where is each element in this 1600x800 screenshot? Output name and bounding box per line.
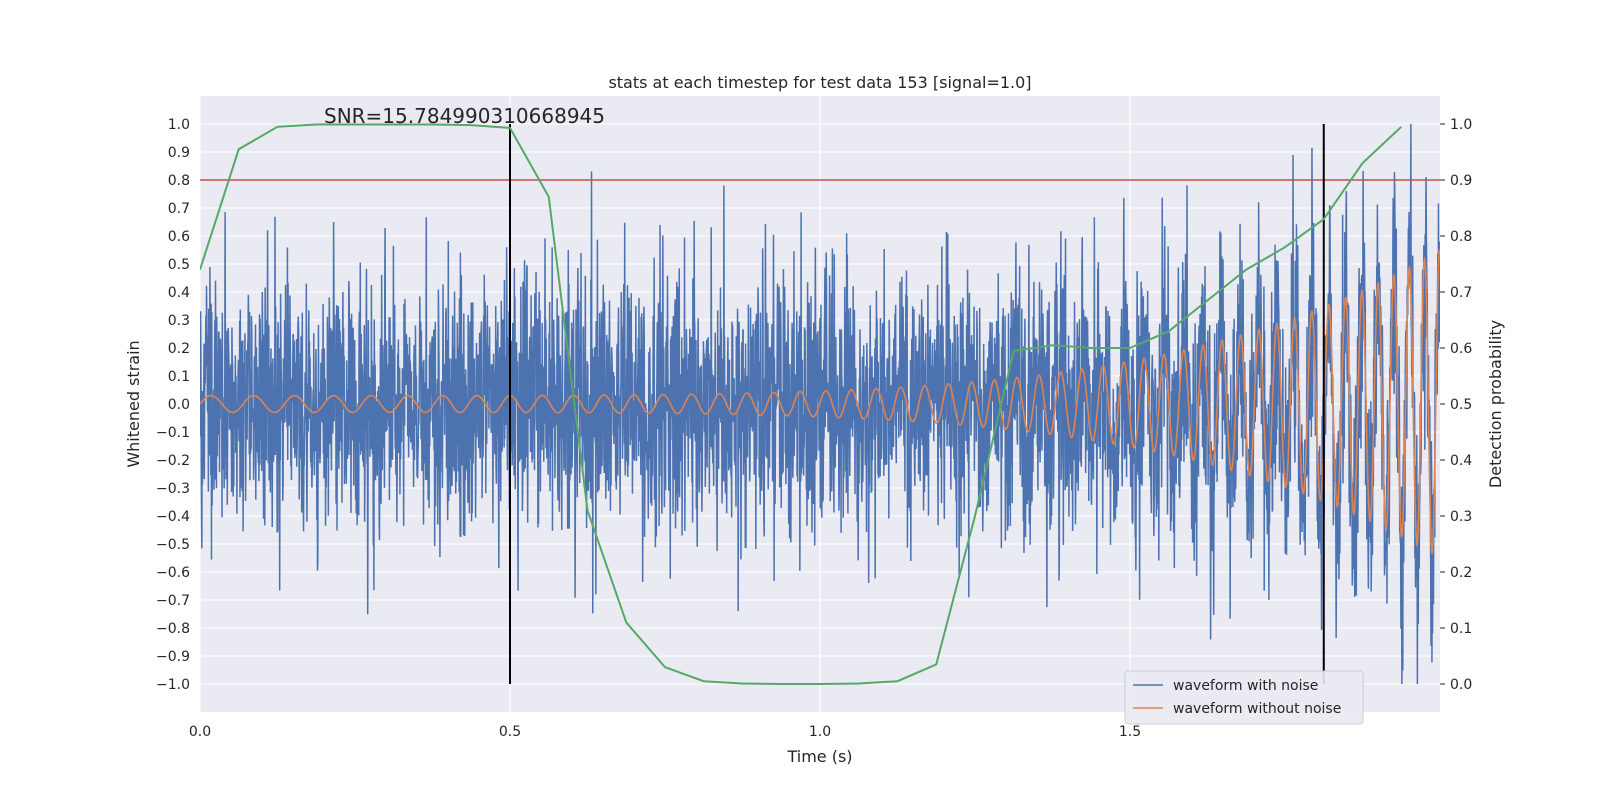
- y-left-tick-label: 1.0: [168, 117, 190, 133]
- x-tick-label: 0.0: [189, 724, 211, 740]
- y-left-tick-label: −0.1: [156, 425, 190, 441]
- y-right-tick-label: 1.0: [1450, 117, 1472, 133]
- y-right-tick-label: 0.3: [1450, 509, 1472, 525]
- x-tick-label: 0.5: [499, 724, 521, 740]
- y-right-tick-label: 0.7: [1450, 285, 1472, 301]
- legend: waveform with noise waveform without noi…: [1124, 670, 1364, 725]
- y-left-tick-label: 0.4: [168, 285, 190, 301]
- y-left-tick-label: 0.6: [168, 229, 190, 245]
- y-left-tick-label: −0.4: [156, 509, 190, 525]
- right-axis: 1.0 0.9 0.8 0.7 0.6 0.5 0.4 0.3 0.2 0.1 0.0: [1440, 117, 1472, 693]
- y-right-tick-label: 0.6: [1450, 341, 1472, 357]
- y-left-tick-label: −0.7: [156, 593, 190, 609]
- y-right-tick-label: 0.2: [1450, 565, 1472, 581]
- y-right-tick-label: 0.0: [1450, 677, 1472, 693]
- y-left-tick-label: −0.8: [156, 621, 190, 637]
- y-left-tick-label: 0.8: [168, 173, 190, 189]
- y-left-tick-label: −1.0: [156, 677, 190, 693]
- x-axis: 0.0 0.5 1.0 1.5: [189, 724, 1141, 740]
- y-left-tick-label: 0.5: [168, 257, 190, 273]
- y-left-tick-label: 0.9: [168, 145, 190, 161]
- legend-label-waveform-without-noise: waveform without noise: [1173, 701, 1341, 717]
- series-line-waveform-without-noise: [200, 248, 1440, 555]
- y-axis-label-left: Whitened strain: [124, 340, 143, 467]
- y-left-tick-label: 0.1: [168, 369, 190, 385]
- y-left-tick-label: 0.2: [168, 341, 190, 357]
- y-right-tick-label: 0.9: [1450, 173, 1472, 189]
- y-right-tick-label: 0.5: [1450, 397, 1472, 413]
- chart-title: stats at each timestep for test data 153…: [608, 73, 1031, 92]
- y-left-tick-label: 0.0: [168, 397, 190, 413]
- y-left-tick-label: −0.5: [156, 537, 190, 553]
- x-tick-label: 1.0: [809, 724, 831, 740]
- series-line-waveform-with-noise: [200, 123, 1440, 685]
- left-axis: 1.0 0.9 0.8 0.7 0.6 0.5 0.4 0.3 0.2 0.1 0.0 −0.1 −0.…: [156, 117, 190, 693]
- legend-box: [1124, 670, 1364, 725]
- y-left-tick-label: −0.9: [156, 649, 190, 665]
- y-right-tick-label: 0.1: [1450, 621, 1472, 637]
- x-axis-label: Time (s): [786, 747, 852, 766]
- snr-annotation: SNR=15.784990310668945: [324, 104, 605, 128]
- y-right-tick-label: 0.4: [1450, 453, 1472, 469]
- y-axis-label-right: Detection probability: [1486, 320, 1505, 488]
- series-line-detection-probability: [200, 123, 1402, 685]
- y-left-tick-label: −0.6: [156, 565, 190, 581]
- series-layer: [200, 123, 1440, 685]
- y-left-tick-label: −0.3: [156, 481, 190, 497]
- y-right-tick-label: 0.8: [1450, 229, 1472, 245]
- y-left-tick-label: −0.2: [156, 453, 190, 469]
- x-tick-label: 1.5: [1119, 724, 1141, 740]
- y-left-tick-label: 0.3: [168, 313, 190, 329]
- y-left-tick-label: 0.7: [168, 201, 190, 217]
- legend-label-waveform-with-noise: waveform with noise: [1173, 678, 1318, 694]
